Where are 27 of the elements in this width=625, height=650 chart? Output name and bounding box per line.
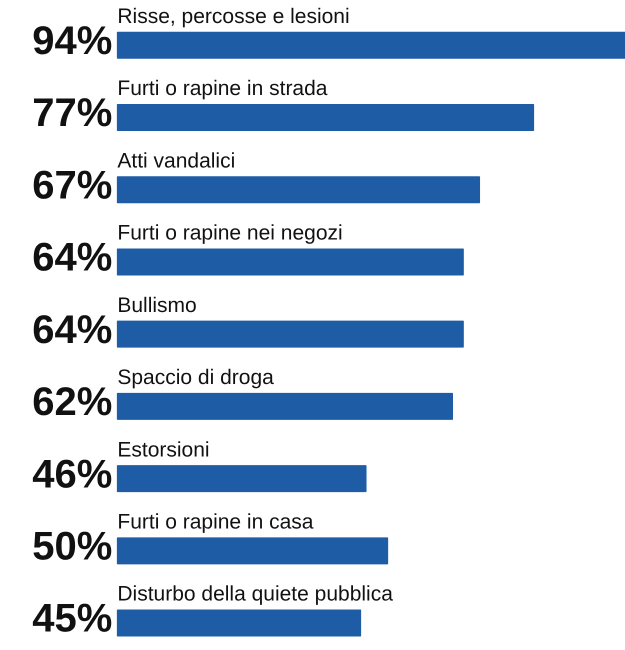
bar xyxy=(116,537,388,564)
bar xyxy=(116,465,367,492)
data-label: 64% xyxy=(32,236,112,280)
bar xyxy=(116,176,480,204)
data-label: 62% xyxy=(32,380,112,424)
data-label: 67% xyxy=(32,163,112,208)
y-tick-label: Risse, percosse e lesioni xyxy=(117,4,350,28)
bar xyxy=(116,392,454,420)
bar xyxy=(116,320,464,348)
y-tick-label: Estorsioni xyxy=(117,438,210,462)
y-tick-label: Spaccio di droga xyxy=(117,366,274,390)
data-label: 77% xyxy=(32,91,112,136)
y-tick-label: Atti vandalici xyxy=(117,149,236,172)
data-label: 50% xyxy=(32,524,112,568)
y-tick-label: Furti o rapine in strada xyxy=(117,77,328,100)
y-tick-label: Furti o rapine in casa xyxy=(117,510,314,534)
data-label: 46% xyxy=(32,452,112,496)
data-label: 45% xyxy=(32,596,112,641)
bar xyxy=(116,104,534,131)
y-tick-label: Furti o rapine nei negozi xyxy=(117,222,343,245)
y-tick-label: Bullismo xyxy=(117,294,197,317)
y-tick-label: Disturbo della quiete pubblica xyxy=(117,582,394,606)
bar xyxy=(116,610,362,637)
data-label: 64% xyxy=(32,308,112,352)
bar xyxy=(116,32,625,59)
bar xyxy=(116,248,464,276)
data-label: 94% xyxy=(32,18,112,63)
